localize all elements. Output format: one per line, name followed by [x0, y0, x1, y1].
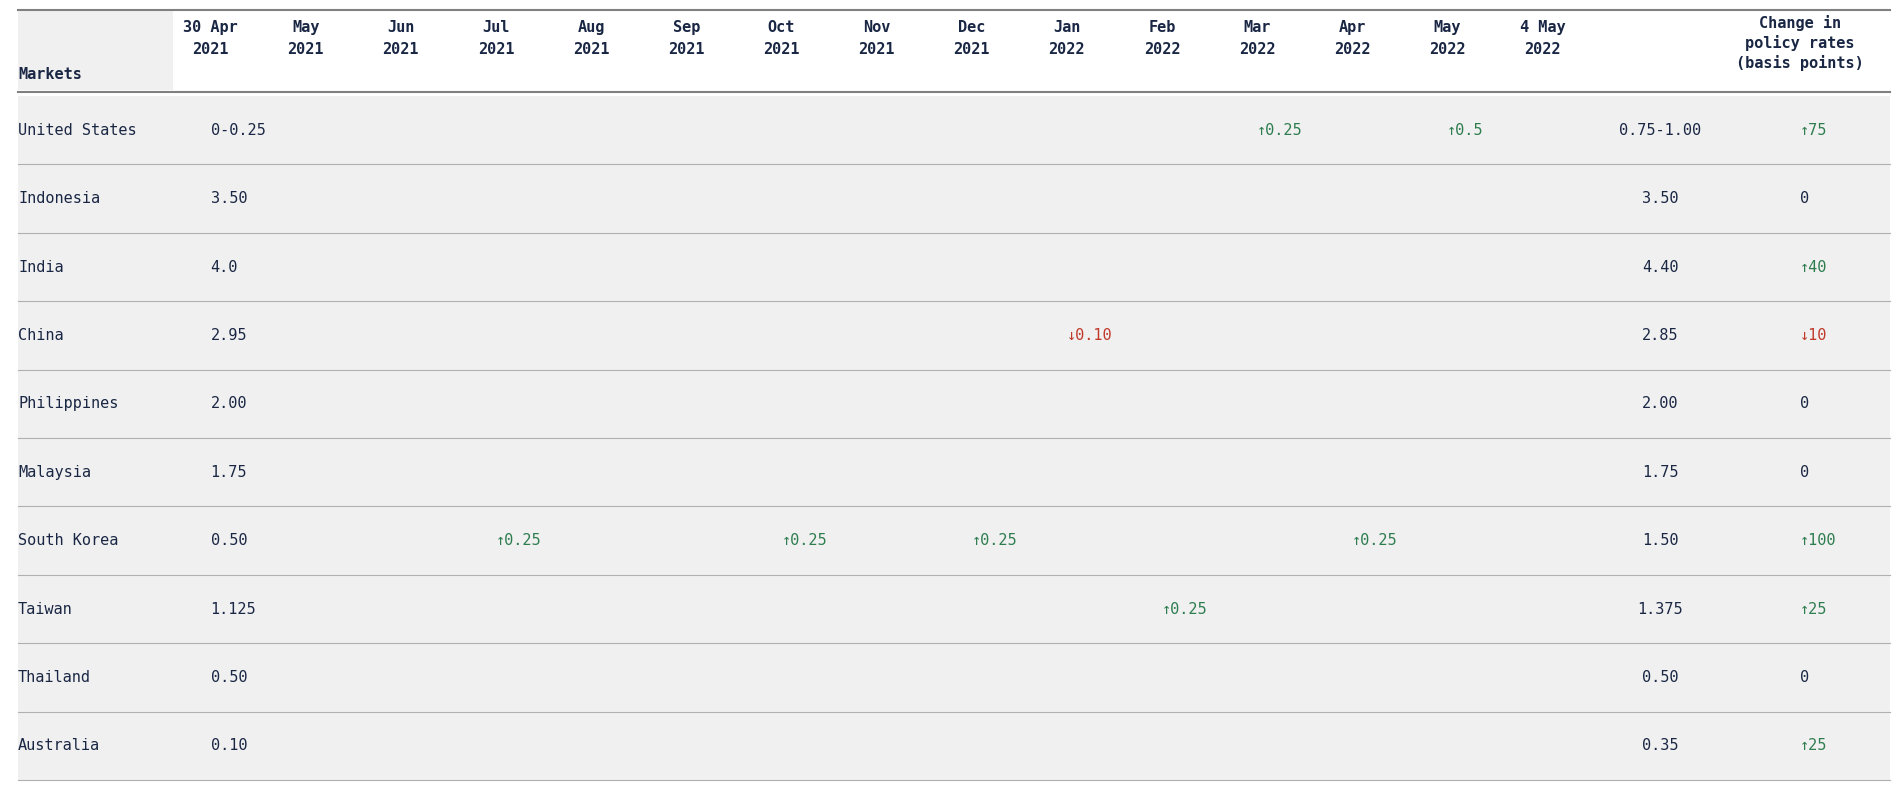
Text: ↑0.25: ↑0.25: [1163, 601, 1208, 616]
Text: Sep: Sep: [673, 20, 699, 35]
Text: May: May: [1434, 20, 1461, 35]
Text: ↓10: ↓10: [1799, 328, 1828, 343]
Text: Markets: Markets: [17, 67, 82, 82]
Text: ↑25: ↑25: [1799, 601, 1828, 616]
Text: 2021: 2021: [764, 42, 800, 57]
Text: Taiwan: Taiwan: [17, 601, 72, 616]
Text: 0.10: 0.10: [211, 738, 247, 753]
Text: Thailand: Thailand: [17, 670, 91, 685]
Text: Mar: Mar: [1243, 20, 1271, 35]
Text: policy rates: policy rates: [1746, 35, 1854, 51]
Text: 0.35: 0.35: [1642, 738, 1678, 753]
Text: 2021: 2021: [477, 42, 515, 57]
Text: Aug: Aug: [578, 20, 604, 35]
Text: ↑40: ↑40: [1799, 259, 1828, 274]
Text: Nov: Nov: [863, 20, 891, 35]
Text: 2021: 2021: [287, 42, 323, 57]
Text: Jan: Jan: [1053, 20, 1081, 35]
Text: ↑0.25: ↑0.25: [1258, 123, 1303, 138]
Text: ↑0.25: ↑0.25: [781, 533, 826, 548]
Text: Dec: Dec: [958, 20, 986, 35]
Bar: [17, 507, 1890, 574]
Text: 2021: 2021: [192, 42, 228, 57]
Text: 2.00: 2.00: [211, 396, 247, 411]
Text: 1.50: 1.50: [1642, 533, 1678, 548]
Bar: [17, 370, 1890, 438]
Text: 2.00: 2.00: [1642, 396, 1678, 411]
Text: Philippines: Philippines: [17, 396, 118, 411]
Text: South Korea: South Korea: [17, 533, 118, 548]
Bar: [17, 574, 1890, 643]
Text: Malaysia: Malaysia: [17, 465, 91, 480]
Text: 3.50: 3.50: [1642, 191, 1678, 206]
Text: 0: 0: [1799, 465, 1809, 480]
Text: 0.50: 0.50: [211, 670, 247, 685]
Text: ↑25: ↑25: [1799, 738, 1828, 753]
Text: 2022: 2022: [1049, 42, 1085, 57]
Text: ↑75: ↑75: [1799, 123, 1828, 138]
Text: 2021: 2021: [859, 42, 895, 57]
Text: (basis points): (basis points): [1737, 55, 1864, 71]
Text: 0: 0: [1799, 396, 1809, 411]
Text: 3.50: 3.50: [211, 191, 247, 206]
Text: 0: 0: [1799, 191, 1809, 206]
Text: Apr: Apr: [1338, 20, 1366, 35]
Bar: [17, 165, 1890, 232]
Text: 2022: 2022: [1334, 42, 1370, 57]
Text: ↑0.25: ↑0.25: [496, 533, 542, 548]
Text: ↑0.5: ↑0.5: [1448, 123, 1484, 138]
Text: 2022: 2022: [1144, 42, 1180, 57]
Text: May: May: [293, 20, 319, 35]
Text: 2021: 2021: [954, 42, 990, 57]
Text: Jul: Jul: [483, 20, 509, 35]
Text: Change in: Change in: [1759, 15, 1841, 31]
Text: 0.50: 0.50: [211, 533, 247, 548]
Text: 4 May: 4 May: [1520, 20, 1566, 35]
Text: 2.95: 2.95: [211, 328, 247, 343]
Text: Jun: Jun: [388, 20, 414, 35]
Text: ↑100: ↑100: [1799, 533, 1837, 548]
Text: United States: United States: [17, 123, 137, 138]
Text: Australia: Australia: [17, 738, 101, 753]
Text: 2021: 2021: [382, 42, 420, 57]
Bar: [17, 643, 1890, 712]
Text: 0-0.25: 0-0.25: [211, 123, 266, 138]
Text: 1.75: 1.75: [1642, 465, 1678, 480]
Text: 30 Apr: 30 Apr: [182, 20, 238, 35]
Text: 2021: 2021: [574, 42, 610, 57]
Text: ↑0.25: ↑0.25: [971, 533, 1016, 548]
Text: 4.0: 4.0: [211, 259, 238, 274]
Text: Feb: Feb: [1148, 20, 1176, 35]
Text: 2022: 2022: [1429, 42, 1465, 57]
Text: 2021: 2021: [669, 42, 705, 57]
Text: Indonesia: Indonesia: [17, 191, 101, 206]
Bar: [17, 10, 173, 90]
Bar: [17, 438, 1890, 507]
Text: 2022: 2022: [1239, 42, 1275, 57]
Text: 1.75: 1.75: [211, 465, 247, 480]
Text: 0.75-1.00: 0.75-1.00: [1619, 123, 1700, 138]
Text: 2022: 2022: [1524, 42, 1560, 57]
Text: ↑0.25: ↑0.25: [1353, 533, 1398, 548]
Text: China: China: [17, 328, 63, 343]
Text: 1.125: 1.125: [211, 601, 256, 616]
Text: ↓0.10: ↓0.10: [1066, 328, 1112, 343]
Bar: [17, 301, 1890, 370]
Bar: [17, 96, 1890, 165]
Text: 4.40: 4.40: [1642, 259, 1678, 274]
Text: 1.375: 1.375: [1638, 601, 1683, 616]
Text: India: India: [17, 259, 63, 274]
Bar: [17, 232, 1890, 301]
Text: 0: 0: [1799, 670, 1809, 685]
Bar: [17, 712, 1890, 780]
Text: 2.85: 2.85: [1642, 328, 1678, 343]
Text: Oct: Oct: [768, 20, 794, 35]
Text: 0.50: 0.50: [1642, 670, 1678, 685]
